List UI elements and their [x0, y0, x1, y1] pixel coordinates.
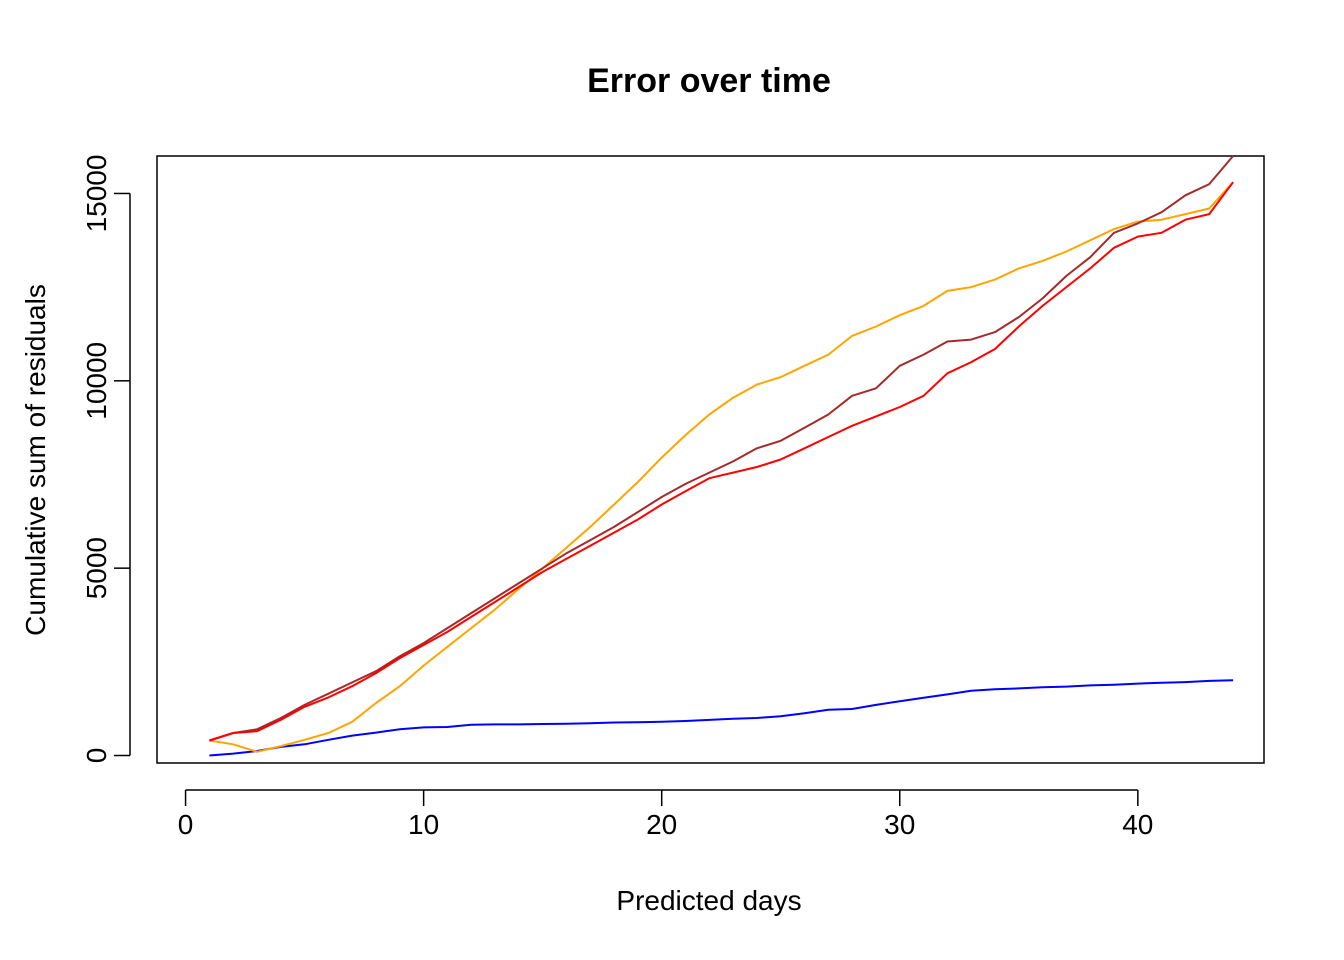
x-tick-label: 10 [408, 809, 439, 840]
x-tick-label: 30 [884, 809, 915, 840]
y-tick-label: 0 [81, 748, 112, 764]
y-axis-label: Cumulative sum of residuals [20, 284, 51, 636]
x-tick-label: 40 [1122, 809, 1153, 840]
x-axis-label: Predicted days [616, 885, 801, 916]
chart-title: Error over time [587, 62, 831, 100]
series-group [209, 155, 1234, 757]
x-tick-label: 20 [646, 809, 677, 840]
y-tick-label: 15000 [81, 155, 112, 233]
y-axis: 0 5000 10000 15000 [81, 155, 131, 764]
x-axis: 0 10 20 30 40 [178, 789, 1153, 840]
series-line-2 [209, 181, 1234, 753]
plot-area-border [156, 155, 1265, 764]
series-line-1 [209, 679, 1234, 757]
y-tick-label: 10000 [81, 342, 112, 420]
series-line-3 [209, 155, 1234, 742]
y-tick-label: 5000 [81, 537, 112, 599]
x-tick-label: 0 [178, 809, 194, 840]
series-line-4 [209, 181, 1234, 742]
